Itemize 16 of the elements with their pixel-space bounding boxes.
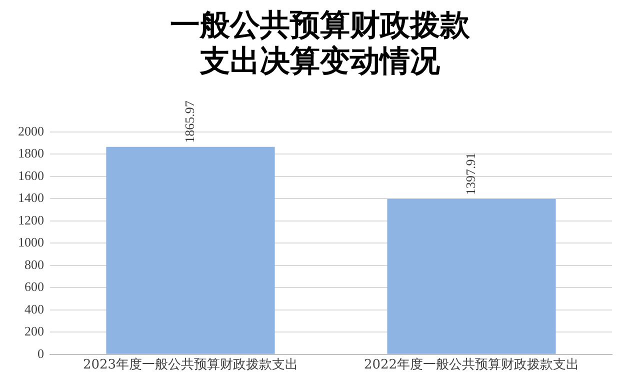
y-tick-label: 400 — [24, 301, 44, 316]
x-tick-label: 2022年度一般公共预算财政拨款支出 — [364, 356, 580, 373]
y-tick-label: 1600 — [18, 168, 44, 183]
y-tick-label: 800 — [24, 256, 44, 272]
y-tick-label: 1800 — [18, 146, 44, 161]
y-tick-label: 1200 — [18, 212, 44, 228]
y-tick-label: 200 — [24, 324, 44, 339]
y-tick-label: 1400 — [18, 190, 44, 206]
data-label: 1865.97 — [182, 100, 197, 143]
y-tick-label: 600 — [24, 279, 44, 294]
x-tick-label: 2023年度一般公共预算财政拨款支出 — [82, 356, 298, 373]
y-tick-label: 1000 — [18, 234, 44, 250]
chart-title: 一般公共预算财政拨款支出决算变动情况 — [169, 8, 471, 80]
data-label: 1397.91 — [462, 152, 478, 195]
y-tick-label: 0 — [38, 346, 44, 361]
y-tick-label: 2000 — [18, 123, 44, 138]
